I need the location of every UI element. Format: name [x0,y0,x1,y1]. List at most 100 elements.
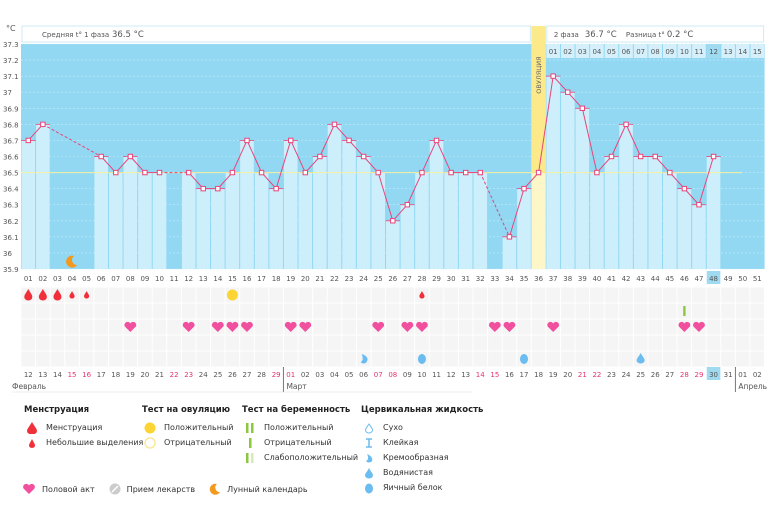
month-label: Февраль [12,382,46,391]
temperature-bar [123,156,138,269]
legend-menstruation: Менструация Менструация Небольшие выделе… [24,405,143,450]
grid-cell [400,351,415,367]
data-point [40,121,46,128]
grid-cell [36,351,50,367]
date-label: 22 [170,371,179,379]
temperature-bar [677,188,692,269]
phase2-day-cell [692,44,706,58]
temperature-bar [152,172,167,269]
temperature-bar [94,156,108,269]
grid-cell [254,303,269,319]
date-label: 02 [301,371,310,379]
grid-cell [254,351,269,367]
grid-cell [706,319,721,335]
grid-cell [458,335,473,351]
menstruation-icon [24,289,33,301]
grid-cell [473,287,488,303]
phase2-day-cell [721,44,735,58]
legend-item: Кремообразная [383,453,449,462]
grid-cell [604,303,619,319]
data-point [331,121,338,128]
cycle-day-label: 17 [257,275,266,283]
line-segment [698,156,715,205]
grid-cell [371,303,385,319]
grid-cell [167,319,181,335]
grid-cell [313,335,327,351]
cycle-day-label: 27 [403,275,412,283]
temperature-bar [444,172,458,269]
grid-cell [560,335,575,351]
heart-icon [226,321,239,332]
cycle-day-label: 13 [199,275,208,283]
date-label: 25 [636,371,645,379]
grid-cell [123,351,138,367]
grid-cell [575,319,590,335]
date-label: 23 [607,371,616,379]
legend-title: Цервикальная жидкость [361,405,484,415]
date-label: 27 [665,371,674,379]
cycle-day-label: 33 [490,275,499,283]
temperature-chart: Средняя t° 1 фаза 36.5 °C 2 фаза 36.7 °C Раз… [3,24,767,393]
grid-cell [240,351,254,367]
grid-cell [415,335,429,351]
grid-cell [429,303,444,319]
grid-cell [36,319,50,335]
legend-title: Тест на овуляцию [142,405,231,415]
line-segment [275,140,292,189]
date-label: 19 [126,371,135,379]
grid-cell [488,287,502,303]
line-segment [231,140,248,173]
grid-cell [386,287,400,303]
legend-other: Половой акт Прием лекарств Лунный календ… [22,483,308,495]
temperature-bar [356,156,371,269]
data-point [565,89,571,95]
data-point [288,137,294,144]
temperature-bar [342,140,356,269]
watery-icon [361,467,377,479]
grid-cell [181,351,196,367]
legend-item: Половой акт [42,484,95,494]
phase2-day-cell [560,44,575,58]
heart-icon [211,321,224,332]
grid-cell [225,303,240,319]
grid-cell [342,351,356,367]
cycle-day-label: 03 [53,275,62,283]
phase2-day-label: 15 [753,48,762,56]
date-label: 17 [97,371,106,379]
grid-cell [415,303,429,319]
grid-cell [152,287,167,303]
grid-cell [473,351,488,367]
grid-cell [327,303,342,319]
grid-cell [735,335,750,351]
data-point [229,169,236,176]
cycle-day-label: 10 [155,275,164,283]
grid-cell [721,319,735,335]
grid-cell [444,351,458,367]
y-tick-label: 36.4 [3,186,19,194]
grid-cell [313,303,327,319]
date-label: 26 [651,371,660,379]
grid-cell [240,303,254,319]
grid-cell [196,303,211,319]
grid-cell [108,351,123,367]
cycle-day-label: 26 [388,275,397,283]
temperature-bar [429,140,444,269]
grid-cell [240,335,254,351]
temperature-bar [108,172,123,269]
grid-cell [211,335,225,351]
circle-empty-icon [142,436,158,449]
grid-cell [269,287,283,303]
line-segment [246,140,263,173]
grid-cell [750,319,765,335]
grid-cell [211,351,225,367]
cycle-day-label: 43 [636,275,645,283]
spotting-icon [419,291,425,299]
grid-cell [604,351,619,367]
grid-cell [619,351,633,367]
grid-cell [546,351,560,367]
cycle-day-label: 09 [140,275,149,283]
grid-cell [152,303,167,319]
grid-cell [94,335,108,351]
grid-cell [167,287,181,303]
data-point [550,73,556,79]
